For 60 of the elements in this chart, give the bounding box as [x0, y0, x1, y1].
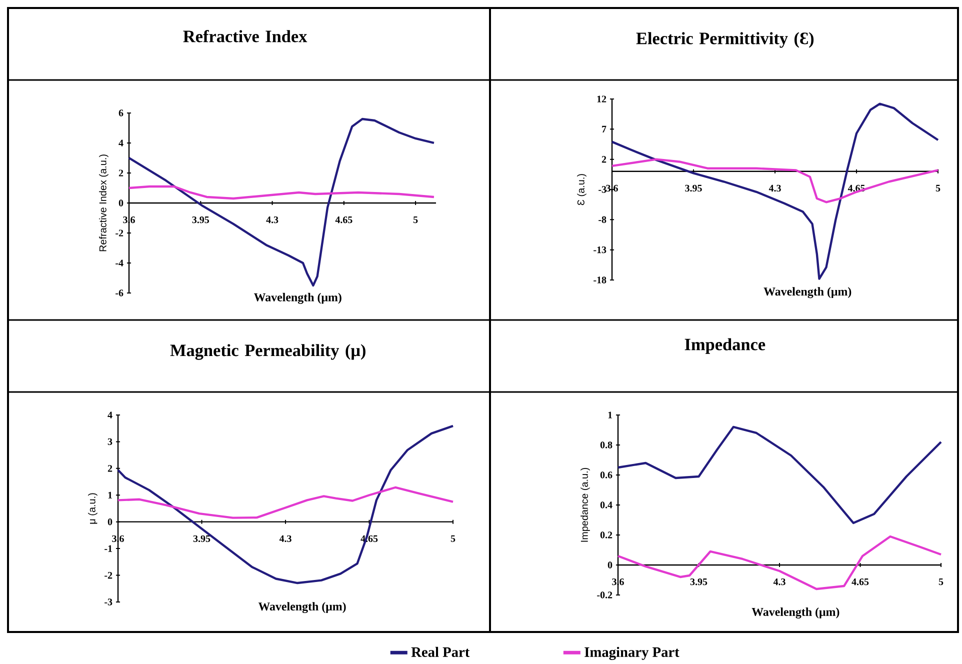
y-tick-label: 4 [108, 412, 112, 418]
x-tick-label: 5 [413, 216, 418, 224]
y-tick-label: 7 [602, 126, 606, 132]
x-axis-title: Wavelength (μm) [254, 292, 342, 304]
line-series [116, 486, 454, 519]
x-tick-label: 3.95 [192, 216, 210, 224]
x-axis-title: Wavelength (μm) [764, 287, 852, 298]
line-series [128, 185, 436, 200]
x-tick-label: 4.3 [768, 184, 781, 192]
y-tick-label: 1 [108, 492, 112, 498]
y-tick-label: -3 [598, 186, 606, 193]
x-tick-label: 3.95 [685, 184, 702, 192]
x-tick-label: 3.95 [690, 578, 708, 586]
y-tick-label: 0 [108, 518, 112, 526]
x-tick-label: 4.3 [266, 216, 278, 224]
y-tick-label: 1 [608, 412, 612, 418]
x-tick-label: 4.65 [852, 578, 869, 586]
y-axis-title: Ɛ (a.u.) [577, 174, 586, 206]
y-tick-label: -0.2 [597, 592, 612, 598]
y-tick-label: -6 [116, 290, 124, 296]
y-axis-title: Impedance (a.u.) [580, 468, 590, 542]
x-tick-label: 3.95 [193, 535, 210, 542]
x-tick-label: 5 [450, 535, 456, 542]
y-tick-label: 0 [608, 562, 612, 568]
x-tick-label: 4.65 [335, 216, 352, 224]
y-tick-label: -2 [116, 230, 124, 236]
x-axis-title: Wavelength (μm) [752, 608, 840, 618]
y-tick-label: 0.6 [600, 472, 612, 478]
y-tick-label: 2 [602, 156, 606, 163]
y-tick-label: 0.8 [600, 442, 612, 448]
y-tick-label: 12 [597, 96, 606, 102]
y-tick-label: 0 [118, 200, 124, 206]
y-tick-label: -13 [594, 246, 606, 254]
x-tick-label: 4.3 [773, 578, 786, 586]
chart-title: Magnetic Permeability (μ) [170, 344, 366, 360]
line-series [616, 426, 942, 524]
chart-title: Electric Permittivity (Ɛ) [636, 32, 814, 48]
y-tick-label: 0.2 [600, 532, 612, 538]
y-tick-label: -2 [104, 572, 112, 579]
x-tick-label: 5 [938, 578, 944, 586]
y-tick-label: 3 [108, 438, 112, 446]
chart-title: Refractive Index [183, 30, 308, 42]
y-tick-label: -18 [594, 276, 606, 284]
y-axis-title: Refractive Index (a.u.) [99, 154, 108, 252]
x-tick-label: 5 [936, 184, 940, 192]
y-tick-label: -1 [104, 545, 112, 552]
y-tick-label: -8 [598, 216, 606, 224]
y-axis-title: μ (a.u.) [88, 493, 98, 524]
legend-label: Imaginary Part [584, 646, 680, 660]
y-tick-label: -3 [104, 598, 112, 606]
y-tick-label: 0.4 [600, 502, 612, 508]
y-tick-label: 2 [118, 170, 124, 176]
y-tick-label: 6 [118, 110, 124, 116]
x-axis-title: Wavelength (μm) [258, 602, 346, 614]
y-tick-label: -4 [116, 260, 124, 266]
chart-title: Impedance [684, 338, 766, 354]
y-tick-label: 2 [108, 465, 112, 472]
y-tick-label: 4 [118, 140, 124, 146]
x-tick-label: 4.3 [279, 535, 292, 542]
legend-label: Real Part [411, 646, 470, 657]
